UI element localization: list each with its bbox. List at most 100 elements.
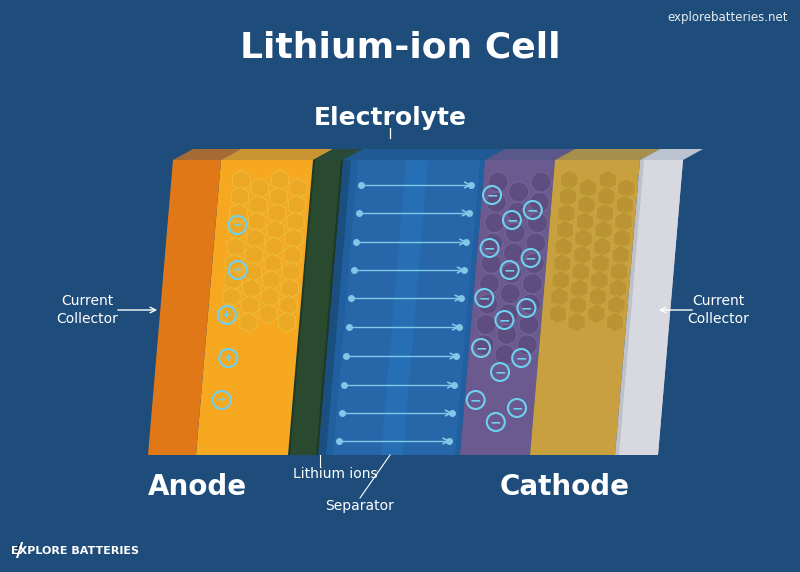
Polygon shape [554,253,571,273]
Polygon shape [266,237,282,257]
Polygon shape [570,295,586,315]
Polygon shape [246,245,263,265]
Polygon shape [530,160,640,455]
Polygon shape [568,312,585,332]
Polygon shape [590,271,608,291]
Polygon shape [610,262,628,282]
Circle shape [482,253,502,273]
Text: ⚡: ⚡ [12,542,24,560]
Polygon shape [579,178,597,198]
Polygon shape [578,195,595,215]
Text: −: − [494,365,506,379]
Polygon shape [281,279,298,299]
Text: −: − [511,401,522,415]
Polygon shape [558,204,575,224]
Circle shape [479,274,499,294]
Circle shape [507,202,527,223]
Text: −: − [506,213,518,227]
Polygon shape [262,271,280,291]
Polygon shape [227,237,244,257]
Polygon shape [240,312,257,332]
Polygon shape [608,295,625,315]
Polygon shape [222,304,238,324]
Text: +: + [233,265,242,275]
Text: −: − [475,341,487,355]
Polygon shape [556,220,574,240]
Text: −: − [484,241,495,255]
Text: −: − [478,291,490,305]
Polygon shape [590,287,606,307]
Polygon shape [278,312,296,332]
Polygon shape [612,245,630,265]
Text: Anode: Anode [147,473,246,501]
Polygon shape [290,178,307,198]
Polygon shape [618,178,635,198]
Text: +: + [222,310,231,320]
Text: −: − [470,393,482,407]
Polygon shape [616,195,634,215]
Polygon shape [343,149,505,160]
Text: −: − [525,251,537,265]
Circle shape [500,284,520,304]
Polygon shape [242,295,258,315]
Text: −: − [490,415,502,429]
Text: −: − [486,188,498,202]
Text: −: − [521,301,532,315]
Text: Lithium ions: Lithium ions [293,467,378,481]
Circle shape [522,274,542,294]
Polygon shape [264,253,282,273]
Polygon shape [575,229,592,248]
Text: Electrolyte: Electrolyte [314,106,466,130]
Polygon shape [599,170,617,190]
Polygon shape [270,186,287,206]
Polygon shape [550,287,568,307]
Polygon shape [284,245,302,265]
Polygon shape [595,220,612,240]
Text: Cathode: Cathode [500,473,630,501]
Circle shape [486,192,506,212]
Polygon shape [222,287,240,307]
Polygon shape [313,149,363,160]
Polygon shape [594,237,610,257]
Polygon shape [333,160,480,455]
Polygon shape [221,149,333,160]
Polygon shape [485,149,575,160]
Polygon shape [250,195,267,215]
Polygon shape [288,160,343,455]
Text: −: − [498,313,510,327]
Circle shape [506,223,526,243]
Polygon shape [224,271,242,291]
Circle shape [509,182,529,202]
Polygon shape [262,287,278,307]
Polygon shape [267,220,284,240]
Polygon shape [290,160,341,455]
Circle shape [518,335,538,355]
Polygon shape [596,204,614,224]
Polygon shape [381,160,428,455]
Text: Current
Collector: Current Collector [687,294,749,326]
Circle shape [474,335,494,355]
Text: −: − [515,351,527,365]
Polygon shape [615,160,683,455]
Polygon shape [287,212,304,232]
Circle shape [485,213,505,233]
Polygon shape [196,160,313,455]
Polygon shape [268,204,286,224]
Circle shape [476,315,496,335]
Polygon shape [572,262,590,282]
Circle shape [526,233,546,253]
Text: +: + [223,353,233,363]
Polygon shape [614,229,630,248]
Polygon shape [598,186,615,206]
Text: Lithium-ion Cell: Lithium-ion Cell [240,31,560,65]
Polygon shape [561,170,578,190]
Text: explorebatteries.net: explorebatteries.net [667,11,788,25]
Polygon shape [260,304,277,324]
Circle shape [530,192,550,212]
Polygon shape [588,304,605,324]
Circle shape [488,172,508,192]
Polygon shape [233,170,250,190]
Circle shape [497,324,517,344]
Polygon shape [552,271,570,291]
Polygon shape [570,279,588,299]
